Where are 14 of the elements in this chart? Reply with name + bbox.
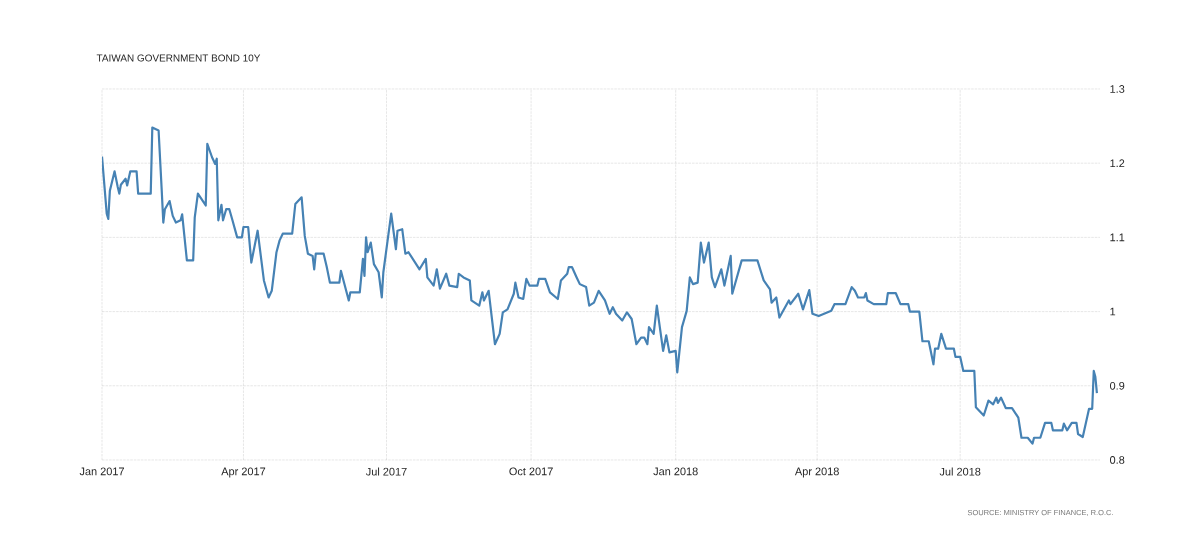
- x-tick-label: Jan 2017: [79, 467, 124, 476]
- y-tick-label: 1.1: [1110, 233, 1125, 242]
- y-tick-label: 1.3: [1110, 85, 1125, 93]
- x-tick-label: Jul 2017: [365, 467, 407, 476]
- y-tick-label: 0.9: [1109, 381, 1125, 390]
- x-tick-label: Apr 2018: [794, 467, 839, 478]
- x-tick-label: Jan 2018: [653, 467, 698, 476]
- chart-title: TAIWAN GOVERNMENT BOND 10Y: [96, 54, 261, 62]
- y-tick-label: 1: [1110, 307, 1116, 316]
- y-tick-label: 0.8: [1109, 456, 1125, 464]
- x-tick-label: Oct 2017: [509, 467, 553, 476]
- y-tick-label: 1.2: [1110, 159, 1125, 168]
- x-tick-label: Apr 2017: [221, 467, 266, 478]
- x-tick-label: Jul 2018: [939, 467, 981, 476]
